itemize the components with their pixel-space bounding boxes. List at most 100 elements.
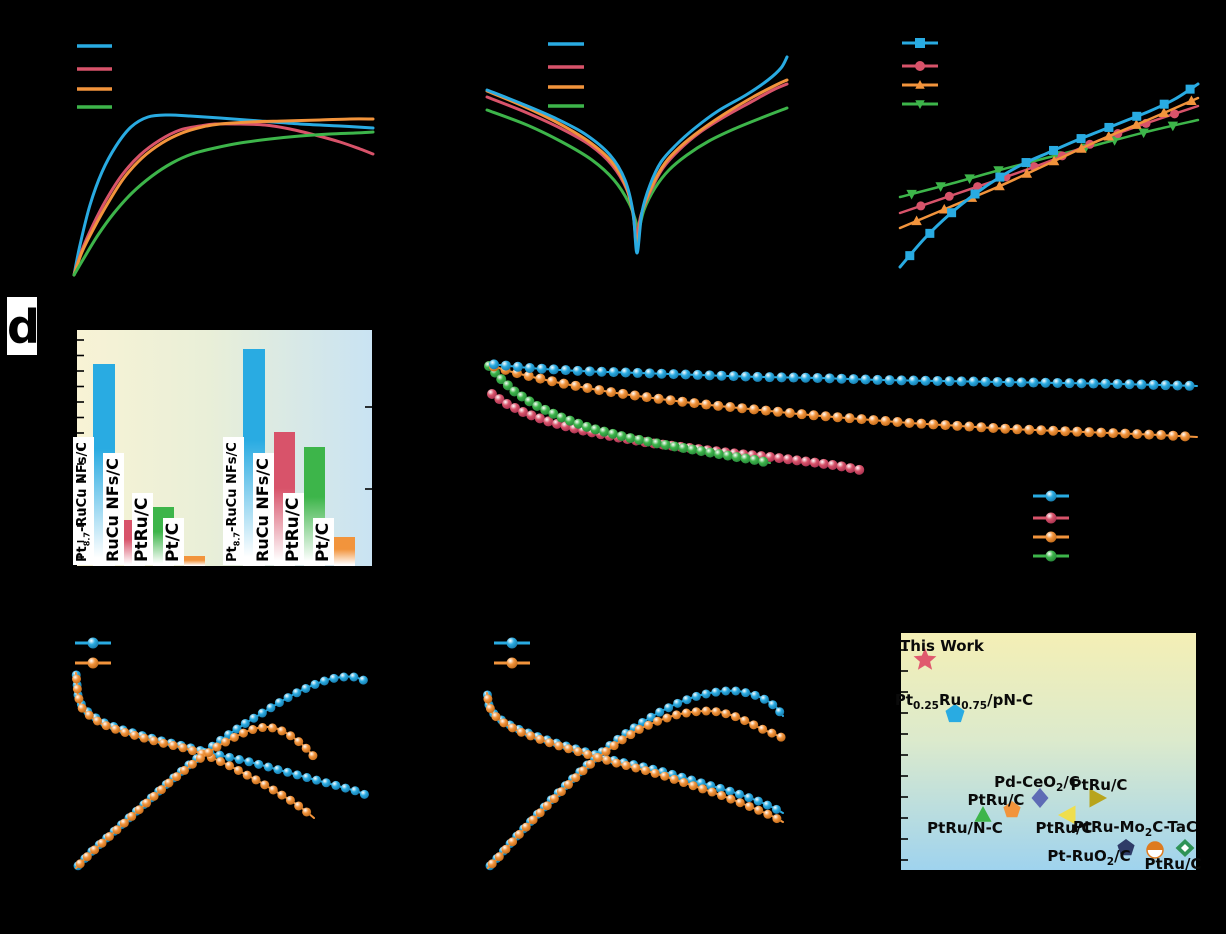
data-marker [180,765,190,775]
bar-label: Pt/C [163,517,184,565]
data-marker [1160,380,1171,391]
data-marker [349,672,359,682]
series-a-red [72,122,375,277]
data-marker [993,166,1004,176]
data-marker [892,416,903,427]
data-marker [995,172,1005,182]
data-marker [564,415,575,426]
data-marker [358,675,368,685]
bar-label: Pt8.7-RuCu NFs/C [222,437,244,565]
data-marker [308,751,318,761]
data-marker [716,791,726,801]
data-marker [764,372,775,383]
data-marker [556,787,566,797]
data-marker [776,732,786,742]
data-marker [1084,427,1095,438]
data-marker [640,437,651,448]
data-marker [206,753,216,763]
data-marker [158,738,168,748]
series-a-orange [72,117,375,277]
data-marker [681,708,691,718]
data-marker [512,361,523,372]
data-marker [549,794,559,804]
data-marker [1051,151,1062,161]
data-marker [638,762,648,772]
data-marker [713,449,724,460]
data-marker [586,427,597,438]
data-marker [204,748,214,758]
data-marker [731,452,742,463]
data-marker [701,706,711,716]
data-marker [1024,424,1035,435]
data-marker [1108,428,1119,439]
data-marker [730,712,740,722]
data-marker [294,801,304,811]
data-marker [796,409,807,420]
panel-h-scatter-background [899,631,1198,872]
data-marker [667,769,677,779]
data-marker [137,731,147,741]
data-marker [613,432,624,443]
data-marker [572,365,583,376]
data-marker [516,727,526,737]
data-marker [166,738,176,748]
data-marker [510,403,521,414]
data-marker [682,695,692,705]
series-c-blue [898,82,1200,269]
data-marker [77,703,87,713]
data-marker [178,743,188,753]
data-marker [1048,425,1059,436]
data-marker [605,740,615,750]
data-marker [768,700,778,710]
data-marker [119,818,129,828]
data-marker [518,407,529,418]
data-marker [260,780,270,790]
data-marker [292,688,302,698]
data-marker [650,768,660,778]
data-marker [283,767,293,777]
series-c-green [898,118,1200,199]
data-marker [696,778,706,788]
data-marker [611,758,621,768]
data-marker [1180,431,1191,442]
data-marker [573,747,583,757]
data-marker [90,845,100,855]
data-marker [776,372,787,383]
data-marker [552,418,563,429]
data-marker [644,368,655,379]
bar-label: Pt/C [313,517,334,565]
data-marker [721,709,731,719]
data-marker [1159,99,1169,109]
data-marker [992,376,1003,387]
panel-f [71,637,369,871]
data-marker [836,373,847,384]
data-marker [1040,377,1051,388]
data-marker [482,690,492,700]
data-marker [149,736,159,746]
data-marker [920,375,931,386]
panel-label-d: d [7,297,37,355]
panel-g [482,637,786,871]
data-marker [1138,128,1149,139]
data-marker [490,367,501,378]
data-marker [692,369,703,380]
data-marker [1132,429,1143,440]
data-marker [698,784,708,794]
data-marker [268,785,278,795]
data-marker [500,364,511,375]
data-marker [571,773,581,783]
data-marker [673,698,683,708]
data-marker [200,747,210,757]
series-a-green [72,130,375,277]
data-marker [634,434,645,445]
data-marker [1113,129,1123,139]
data-marker [509,386,520,397]
data-marker [964,421,975,432]
data-marker [248,725,258,735]
data-marker [734,789,744,799]
data-marker [1029,162,1039,172]
data-marker [599,753,609,763]
data-marker [935,182,946,192]
legend-marker [915,61,925,71]
data-marker [76,699,86,709]
